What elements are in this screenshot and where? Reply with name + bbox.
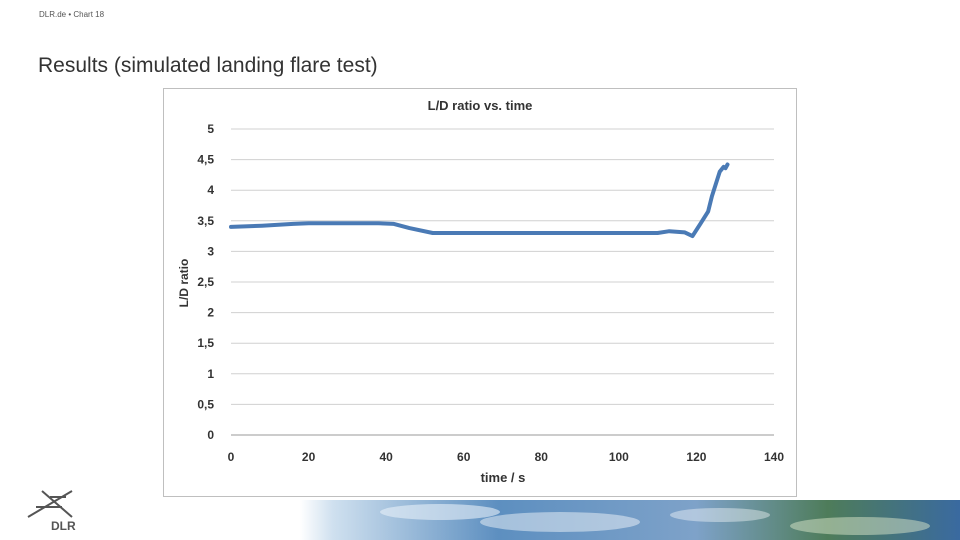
- header-crumb: DLR.de • Chart 18: [39, 10, 105, 19]
- y-tick-label: 4: [207, 183, 214, 197]
- dlr-logo: [22, 487, 82, 537]
- y-tick-label: 3,5: [197, 214, 214, 228]
- chart-title: L/D ratio vs. time: [428, 98, 533, 113]
- x-tick-label: 60: [457, 450, 471, 464]
- x-tick-label: 80: [535, 450, 549, 464]
- x-tick-label: 20: [302, 450, 316, 464]
- y-tick-label: 1,5: [197, 336, 214, 350]
- dlr-logo-text: DLR: [51, 519, 76, 533]
- y-tick-label: 3: [207, 244, 214, 258]
- x-tick-label: 140: [764, 450, 784, 464]
- x-tick-label: 0: [228, 450, 235, 464]
- y-tick-label: 0: [207, 428, 214, 442]
- earth-banner-image: [300, 500, 960, 540]
- y-tick-label: 2,5: [197, 275, 214, 289]
- chart-grid: [231, 128, 774, 436]
- dlr-logo-icon: [27, 490, 73, 518]
- y-tick-label: 2: [207, 306, 214, 320]
- chart-series: [229, 162, 730, 239]
- y-tick-label: 0,5: [197, 397, 214, 411]
- y-tick-label: 5: [207, 122, 214, 136]
- y-tick-labels: 0 0,5 1 1,5 2 2,5 3 3,5 4 4,5 5: [197, 122, 214, 442]
- x-tick-labels: 0 20 40 60 80 100 120 140: [228, 450, 785, 464]
- x-tick-label: 120: [686, 450, 706, 464]
- x-tick-label: 40: [379, 450, 393, 464]
- x-tick-label: 100: [609, 450, 629, 464]
- y-tick-label: 1: [207, 367, 214, 381]
- y-axis-label: L/D ratio: [177, 259, 191, 308]
- line-chart: L/D ratio vs. time L/D ratio time / s 00…: [177, 98, 785, 485]
- series-line: [229, 162, 730, 239]
- y-tick-label: 4,5: [197, 153, 214, 167]
- page-title: Results (simulated landing flare test): [38, 54, 378, 77]
- earth-banner: [300, 500, 960, 540]
- x-axis-label: time / s: [481, 470, 526, 485]
